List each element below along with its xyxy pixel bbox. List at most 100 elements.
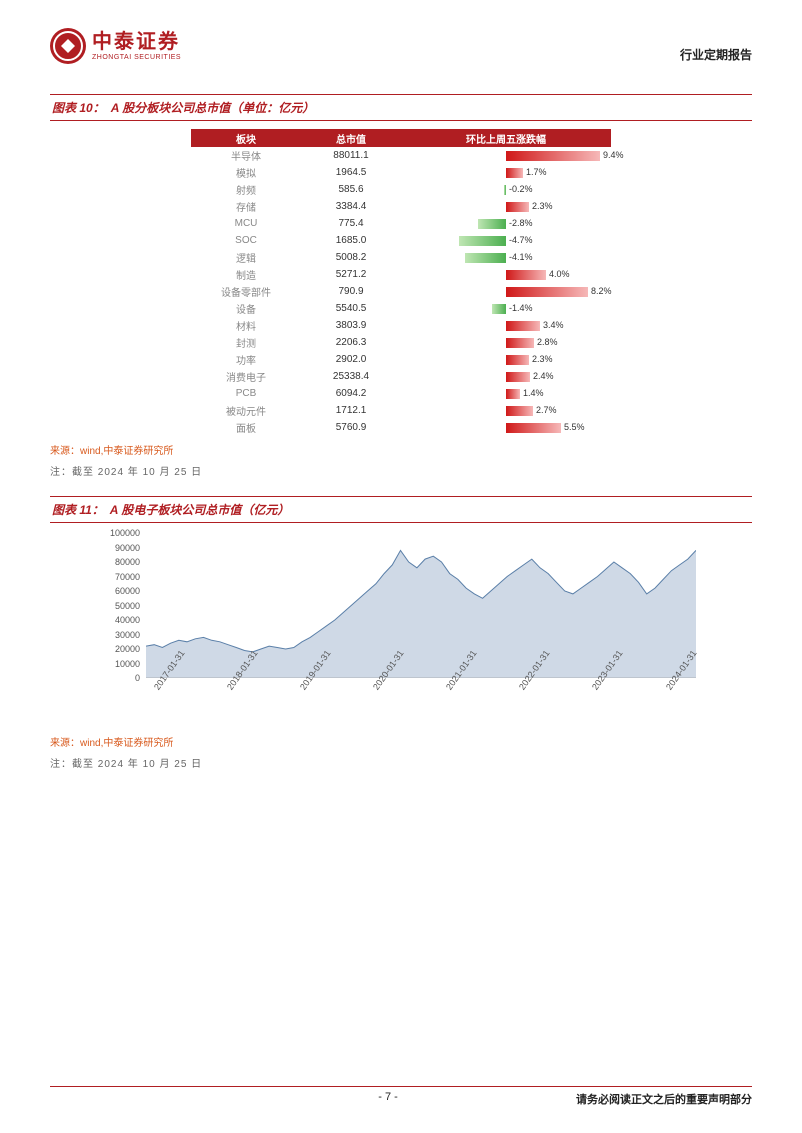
figure-10-source: 来源：wind,中泰证券研究所 <box>50 442 752 457</box>
sector-change-cell: 1.7% <box>401 166 611 180</box>
figure-10-prefix: 图表 10： <box>52 99 105 116</box>
bar-positive <box>506 151 600 161</box>
sector-change-label: 2.8% <box>537 337 558 347</box>
table-row: PCB6094.21.4% <box>191 385 611 402</box>
bar-positive <box>506 372 530 382</box>
col-header-sector: 板块 <box>191 131 301 146</box>
sector-change-cell: 9.4% <box>401 149 611 163</box>
sector-change-label: 1.4% <box>523 388 544 398</box>
sector-mcap: 1685.0 <box>301 235 401 246</box>
table-row: 被动元件1712.1 2.7% <box>191 402 611 419</box>
sector-name: 射频 <box>191 182 301 197</box>
page-header: 中泰证券 ZHONGTAI SECURITIES 行业定期报告 <box>50 28 752 64</box>
bar-positive <box>506 389 520 399</box>
sector-mcap: 5271.2 <box>301 269 401 280</box>
figure-11-source: 来源：wind,中泰证券研究所 <box>50 734 752 749</box>
sector-change-label: 3.4% <box>543 320 564 330</box>
sector-change-label: -1.4% <box>509 303 533 313</box>
table-row: 材料3803.93.4% <box>191 317 611 334</box>
figure-10: 图表 10： A 股分板块公司总市值（单位：亿元） 板块 总市值 环比上周五涨跌… <box>50 94 752 478</box>
table-row: 设备零部件790.9 8.2% <box>191 283 611 300</box>
sector-mcap: 3803.9 <box>301 320 401 331</box>
table-row: 半导体88011.19.4% <box>191 147 611 164</box>
sector-change-cell: -4.1% <box>401 251 611 265</box>
sector-name: MCU <box>191 218 301 229</box>
sector-change-cell: 2.8% <box>401 336 611 350</box>
sector-name: 被动元件 <box>191 403 301 418</box>
sector-mcap: 585.6 <box>301 184 401 195</box>
logo-block: 中泰证券 ZHONGTAI SECURITIES <box>50 28 181 64</box>
logo-icon <box>50 28 86 64</box>
figure-10-note: 注：截至 2024 年 10 月 25 日 <box>50 463 752 478</box>
sector-mcap: 1964.5 <box>301 167 401 178</box>
sector-change-cell: 4.0% <box>401 268 611 282</box>
sector-change-cell: 5.5% <box>401 421 611 435</box>
sector-name: 逻辑 <box>191 250 301 265</box>
sector-name: 半导体 <box>191 148 301 163</box>
sector-table-head: 板块 总市值 环比上周五涨跌幅 <box>191 129 611 147</box>
sector-mcap: 5008.2 <box>301 252 401 263</box>
sector-change-label: 2.3% <box>532 201 553 211</box>
sector-change-cell: 2.3% <box>401 353 611 367</box>
bar-positive <box>506 406 533 416</box>
sector-change-label: -0.2% <box>509 184 533 194</box>
col-header-mcap: 总市值 <box>301 131 401 146</box>
table-row: 消费电子25338.4 2.4% <box>191 368 611 385</box>
line-chart-wrap: 0100002000030000400005000060000700008000… <box>96 533 706 730</box>
sector-name: 功率 <box>191 352 301 367</box>
sector-change-cell: -4.7% <box>401 234 611 248</box>
y-tick-label: 10000 <box>96 659 140 669</box>
bar-positive <box>506 321 540 331</box>
sector-name: 存储 <box>191 199 301 214</box>
col-header-change: 环比上周五涨跌幅 <box>401 131 611 146</box>
table-row: SOC1685.0-4.7% <box>191 232 611 249</box>
sector-change-cell: 2.7% <box>401 404 611 418</box>
x-axis-labels: 2017-01-312018-01-312019-01-312020-01-31… <box>96 680 706 730</box>
figure-11: 图表 11： A 股电子板块公司总市值（亿元） 0100002000030000… <box>50 496 752 770</box>
table-row: 功率2902.02.3% <box>191 351 611 368</box>
table-row: 逻辑5008.2 -4.1% <box>191 249 611 266</box>
bar-negative <box>459 236 506 246</box>
sector-change-label: 2.3% <box>532 354 553 364</box>
header-report-type: 行业定期报告 <box>680 28 752 63</box>
sector-change-cell: 8.2% <box>401 285 611 299</box>
sector-change-label: 4.0% <box>549 269 570 279</box>
sector-change-label: 2.7% <box>536 405 557 415</box>
y-tick-label: 20000 <box>96 644 140 654</box>
sector-change-label: 1.7% <box>526 167 547 177</box>
sector-change-label: 5.5% <box>564 422 585 432</box>
logo-text-cn: 中泰证券 <box>92 32 181 52</box>
sector-mcap: 88011.1 <box>301 150 401 161</box>
table-row: 存储3384.42.3% <box>191 198 611 215</box>
y-tick-label: 90000 <box>96 543 140 553</box>
sector-mcap: 775.4 <box>301 218 401 229</box>
bar-positive <box>506 168 523 178</box>
sector-name: 设备零部件 <box>191 284 301 299</box>
sector-change-label: 8.2% <box>591 286 612 296</box>
figure-10-title-row: 图表 10： A 股分板块公司总市值（单位：亿元） <box>50 94 752 121</box>
y-tick-label: 50000 <box>96 601 140 611</box>
sector-change-cell: 2.3% <box>401 200 611 214</box>
y-tick-label: 80000 <box>96 557 140 567</box>
sector-mcap: 25338.4 <box>301 371 401 382</box>
sector-mcap: 1712.1 <box>301 405 401 416</box>
sector-change-cell: -2.8% <box>401 217 611 231</box>
sector-change-cell: 2.4% <box>401 370 611 384</box>
sector-name: 消费电子 <box>191 369 301 384</box>
table-row: MCU775.4 -2.8% <box>191 215 611 232</box>
sector-change-cell: -1.4% <box>401 302 611 316</box>
table-row: 设备5540.5-1.4% <box>191 300 611 317</box>
figure-11-title: A 股电子板块公司总市值（亿元） <box>110 501 290 518</box>
sector-name: 设备 <box>191 301 301 316</box>
sector-change-label: -4.1% <box>509 252 533 262</box>
table-row: 制造5271.24.0% <box>191 266 611 283</box>
sector-change-cell: -0.2% <box>401 183 611 197</box>
sector-change-label: -2.8% <box>509 218 533 228</box>
bar-positive <box>506 270 546 280</box>
sector-change-label: 2.4% <box>533 371 554 381</box>
bar-positive <box>506 423 561 433</box>
bar-positive <box>506 355 529 365</box>
logo-text-en: ZHONGTAI SECURITIES <box>92 54 181 61</box>
table-row: 封测2206.32.8% <box>191 334 611 351</box>
sector-mcap: 790.9 <box>301 286 401 297</box>
